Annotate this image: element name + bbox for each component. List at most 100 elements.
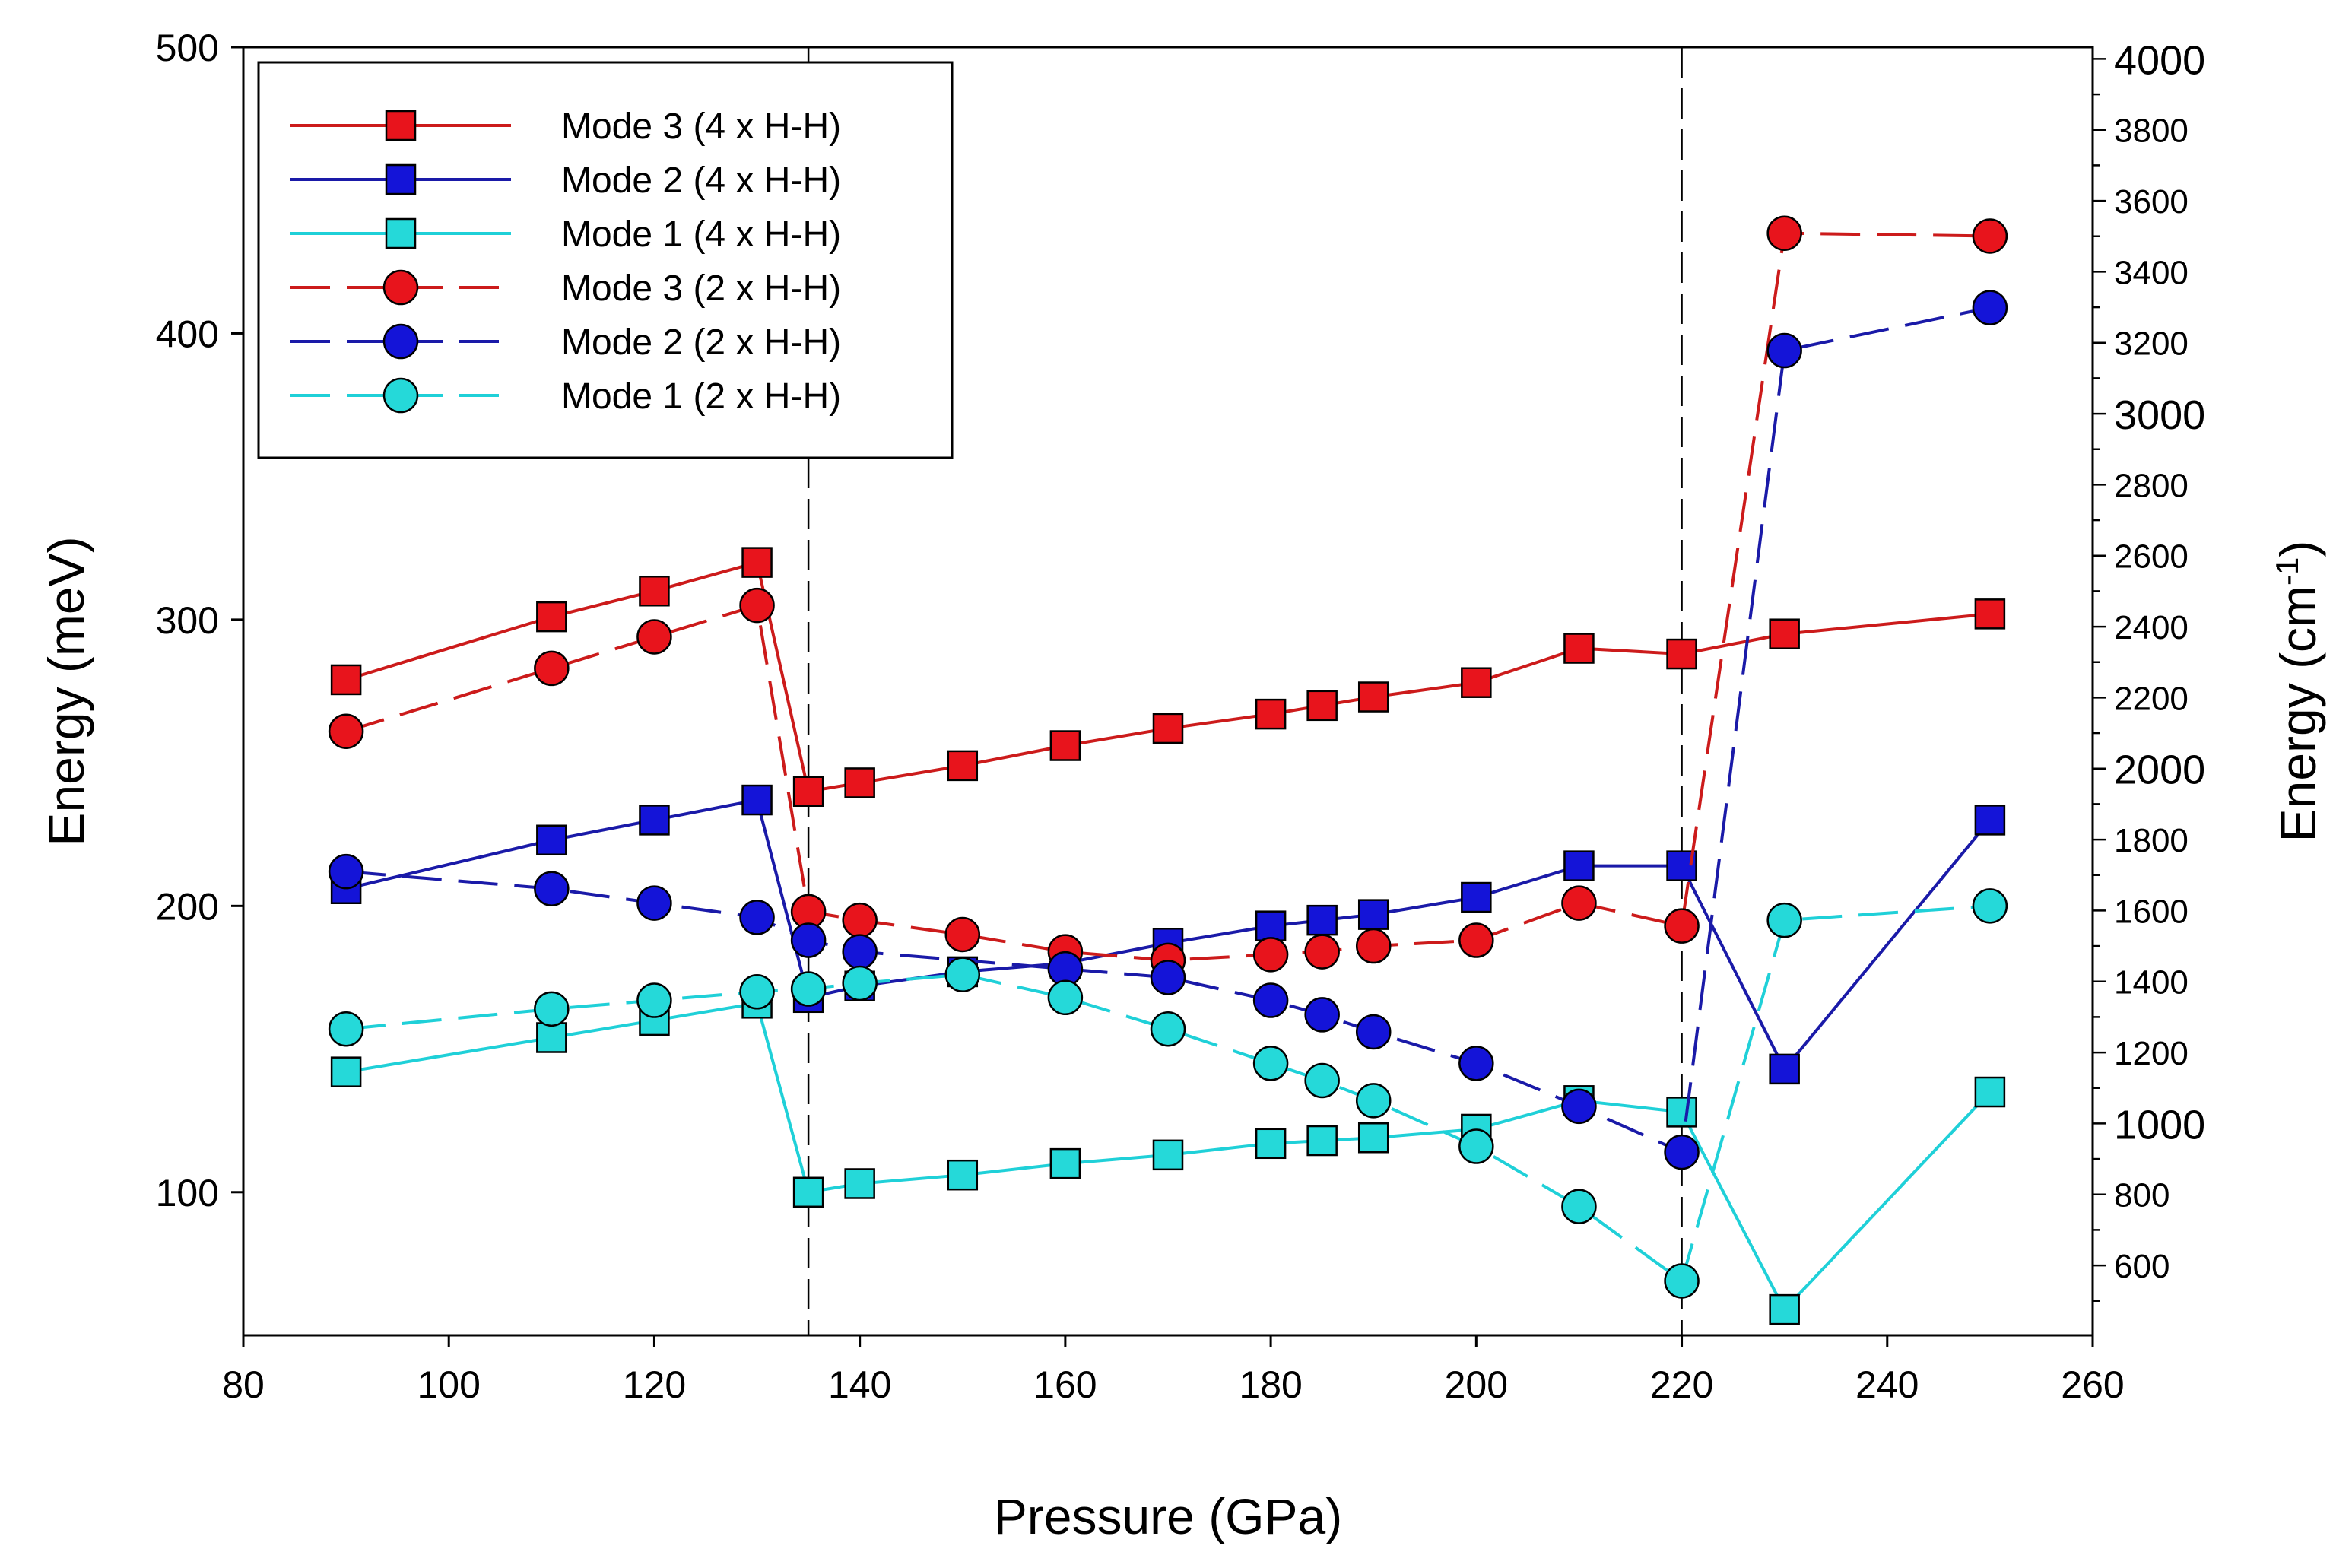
x-tick-label: 120: [623, 1363, 686, 1406]
data-point: [1561, 1088, 1597, 1125]
y-axis-title: Energy (meV): [38, 536, 94, 846]
series-line: [345, 560, 1991, 793]
data-point: [1769, 618, 1800, 649]
legend-label: Mode 3 (2 x H-H): [561, 268, 841, 309]
data-point: [1049, 730, 1081, 761]
data-point: [330, 1056, 362, 1087]
data-point: [1252, 982, 1289, 1018]
x-tick-label: 160: [1033, 1363, 1097, 1406]
data-point: [1972, 218, 2008, 254]
data-point: [1974, 805, 2006, 836]
legend-item: Mode 1 (4 x H-H): [290, 214, 841, 255]
y2-tick-label: 1800: [2114, 822, 2189, 859]
data-point: [536, 601, 567, 633]
y2-axis-title-base: Energy (cm: [2270, 586, 2326, 842]
series-5: [328, 290, 2008, 1170]
x-tick-label: 260: [2061, 1363, 2124, 1406]
y2-axis-title-close: ): [2270, 541, 2326, 557]
legend-marker: [385, 110, 417, 141]
y2-tick-label: 3200: [2114, 325, 2189, 363]
data-point: [536, 1022, 567, 1053]
data-point: [1355, 1083, 1392, 1119]
data-point: [534, 650, 570, 687]
data-point: [1563, 633, 1595, 664]
x-tick-label: 80: [222, 1363, 265, 1406]
data-point: [636, 619, 672, 655]
legend-label: Mode 3 (4 x H-H): [561, 106, 841, 147]
legend-marker: [382, 323, 419, 360]
legend-marker: [385, 217, 417, 249]
data-point: [739, 900, 775, 935]
x-tick-label: 140: [828, 1363, 891, 1406]
legend-item: Mode 3 (2 x H-H): [290, 268, 841, 309]
data-point: [328, 713, 364, 749]
data-point: [1357, 681, 1389, 713]
data-point: [1255, 1128, 1287, 1160]
data-point: [1150, 1011, 1186, 1047]
data-point: [1255, 910, 1287, 941]
data-point: [1357, 899, 1389, 930]
legend-item: Mode 2 (2 x H-H): [290, 322, 841, 363]
y2-tick-label: 3800: [2114, 113, 2189, 150]
x-axis-title: Pressure (GPa): [994, 1488, 1342, 1544]
legend-label: Mode 1 (2 x H-H): [561, 376, 841, 417]
y2-tick-label: 1000: [2114, 1102, 2205, 1147]
y2-tick-label: 2200: [2114, 680, 2189, 717]
y-tick-label: 200: [156, 885, 219, 928]
series-1: [330, 547, 2006, 808]
x-tick-label: 220: [1650, 1363, 1713, 1406]
data-point: [1458, 1128, 1494, 1164]
legend: Mode 3 (4 x H-H) Mode 2 (4 x H-H) Mode 1 (…: [257, 61, 954, 459]
y-tick-label: 100: [156, 1172, 219, 1214]
data-point: [790, 971, 827, 1007]
data-point: [844, 767, 875, 798]
series-3: [330, 988, 2006, 1325]
x-tick-label: 240: [1855, 1363, 1919, 1406]
series-line: [345, 904, 1991, 1283]
data-point: [534, 991, 570, 1027]
y2-tick-label: 600: [2114, 1248, 2169, 1285]
series-6: [328, 888, 2008, 1299]
y2-axis-title-superscript: -1: [2269, 557, 2305, 586]
data-point: [1461, 667, 1492, 698]
data-point: [1458, 922, 1494, 958]
y2-tick-label: 2000: [2114, 747, 2205, 793]
x-tick-label: 100: [417, 1363, 481, 1406]
data-point: [1355, 928, 1392, 964]
data-point: [947, 1159, 979, 1191]
data-point: [842, 934, 878, 970]
data-point: [636, 982, 672, 1018]
data-point: [1769, 1293, 1800, 1325]
data-point: [1766, 215, 1802, 251]
data-point: [739, 587, 775, 624]
data-point: [1355, 1014, 1392, 1050]
data-point: [1766, 902, 1802, 938]
y2-tick-label: 3400: [2114, 254, 2189, 291]
data-point: [1974, 1076, 2006, 1108]
data-point: [1666, 1097, 1697, 1128]
data-point: [534, 871, 570, 906]
data-point: [1304, 934, 1340, 970]
legend-label: Mode 2 (4 x H-H): [561, 160, 841, 201]
data-point: [1666, 638, 1697, 670]
legend-marker: [382, 377, 419, 414]
series-line: [345, 306, 1991, 1154]
y2-tick-label: 3600: [2114, 183, 2189, 221]
data-point: [636, 885, 672, 921]
data-point: [1561, 1189, 1597, 1224]
data-point: [1972, 290, 2008, 325]
data-point: [1047, 979, 1084, 1016]
data-point: [1306, 690, 1338, 722]
data-point: [1461, 881, 1492, 913]
y2-tick-label: 3000: [2114, 392, 2205, 438]
data-point: [792, 1176, 824, 1208]
data-point: [1306, 904, 1338, 936]
y2-tick-label: 800: [2114, 1177, 2169, 1214]
legend-label: Mode 1 (4 x H-H): [561, 214, 841, 255]
data-layer: [328, 47, 2008, 1335]
y2-tick-label: 2800: [2114, 467, 2189, 504]
data-point: [1304, 1062, 1340, 1099]
data-point: [328, 1011, 364, 1047]
legend-item: Mode 2 (4 x H-H): [290, 160, 841, 201]
